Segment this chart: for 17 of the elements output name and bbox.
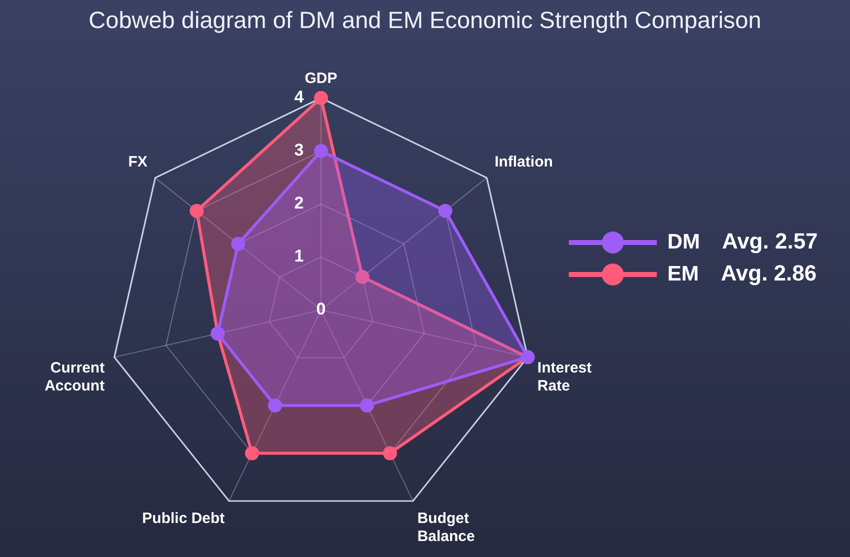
legend-label: DM [667,230,700,254]
spoke-label: Current Account [44,360,105,395]
chart-title: Cobweb diagram of DM and EM Economic Strength Comparison [88,7,762,34]
spoke-label: Interest Rate [537,360,592,395]
text: Avg. 2.86 [720,260,817,286]
text: Avg. 2.57 [722,228,818,254]
spoke-label: Budget Balance [417,510,475,546]
spoke-label: FX [128,154,148,171]
y-tick-label: 1 [294,246,304,266]
y-tick-label: 4 [294,88,304,107]
y-tick-label: 3 [294,140,304,160]
y-tick-label: 0 [316,300,326,319]
spoke-label: Public Debt [142,510,225,528]
legend-label: EM [667,262,699,286]
spoke-label: Inflation [494,154,553,171]
y-tick-label: 2 [294,194,304,213]
spoke-label: GDP [304,70,338,88]
